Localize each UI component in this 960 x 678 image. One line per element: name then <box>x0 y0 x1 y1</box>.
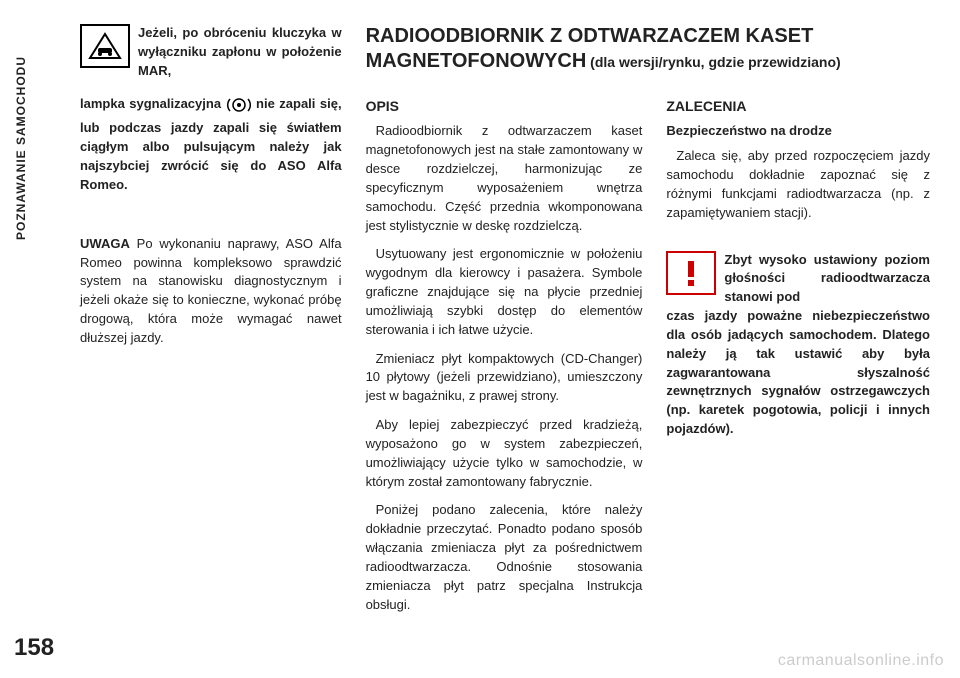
note-paragraph: UWAGA Po wykonaniu naprawy, ASO Alfa Rom… <box>80 235 342 348</box>
column-1: Jeżeli, po obróceniu klu­czyka w wyłączn… <box>80 24 342 625</box>
note-label: UWAGA <box>80 236 130 251</box>
opis-p2: Usytuowany jest ergonomicznie w poło­żen… <box>366 245 643 339</box>
exclamation-icon <box>666 251 716 295</box>
opis-p4: Aby lepiej zabezpieczyć przed kradzie­żą… <box>366 416 643 491</box>
note-text: Po wykonaniu naprawy, ASO Alfa Romeo pow… <box>80 236 342 345</box>
abs-lamp-icon <box>226 96 252 120</box>
manual-page: POZNAWANIE SAMOCHODU 158 Jeżeli, po obró… <box>0 0 960 678</box>
safety-subtitle: Bezpieczeństwo na drodze <box>666 122 930 141</box>
opis-title: OPIS <box>366 96 643 116</box>
column-2: OPIS Radioodbiornik z odtwarzaczem kaset… <box>366 88 643 625</box>
opis-p1: Radioodbiornik z odtwarzaczem kaset magn… <box>366 122 643 235</box>
section-side-label: POZNAWANIE SAMOCHODU <box>14 56 28 240</box>
opis-p5: Poniżej podano zalecenia, które należy d… <box>366 501 643 614</box>
heading-line2: MAGNETOFONOWYCH <box>366 50 587 72</box>
cols-2-3: OPIS Radioodbiornik z odtwarzaczem kaset… <box>366 88 930 625</box>
column-3: ZALECENIA Bezpieczeństwo na drodze Zalec… <box>666 88 930 625</box>
warning-box-black: Jeżeli, po obróceniu klu­czyka w wyłączn… <box>80 24 342 81</box>
warning-box-red: Zbyt wysoko ustawiony poziom głośności r… <box>666 251 930 308</box>
red-warning-rest: czas jazdy poważne niebezpie­czeństwo dl… <box>666 307 930 439</box>
top-row: Jeżeli, po obróceniu klu­czyka w wyłączn… <box>80 24 930 625</box>
page-content: Jeżeli, po obróceniu klu­czyka w wyłączn… <box>80 24 930 658</box>
warning-rest-a: lampka sygnalizacyjna <box>80 96 226 111</box>
page-number: 158 <box>14 634 54 662</box>
main-heading: RADIOODBIORNIK Z ODTWARZACZEM KASET MAGN… <box>366 24 930 74</box>
watermark-text: carmanualsonline.info <box>778 652 944 670</box>
warning-rest-text: lampka sygnalizacyjna nie za­pali się, l… <box>80 95 342 195</box>
warning-lead-text: Jeżeli, po obróceniu klu­czyka w wyłączn… <box>138 24 342 81</box>
triangle-car-icon <box>80 24 130 68</box>
zalecenia-p1: Zaleca się, aby przed rozpoczęciem jaz­d… <box>666 147 930 222</box>
heading-line1: RADIOODBIORNIK Z ODTWARZACZEM KASET <box>366 24 930 49</box>
red-warning-lead: Zbyt wysoko ustawiony poziom głośności r… <box>724 251 930 308</box>
zalecenia-title: ZALECENIA <box>666 96 930 116</box>
right-area: RADIOODBIORNIK Z ODTWARZACZEM KASET MAGN… <box>366 24 930 625</box>
heading-sub: (dla wersji/rynku, gdzie przewidziano) <box>586 54 840 70</box>
opis-p3: Zmieniacz płyt kompaktowych (CD-Changer)… <box>366 350 643 407</box>
